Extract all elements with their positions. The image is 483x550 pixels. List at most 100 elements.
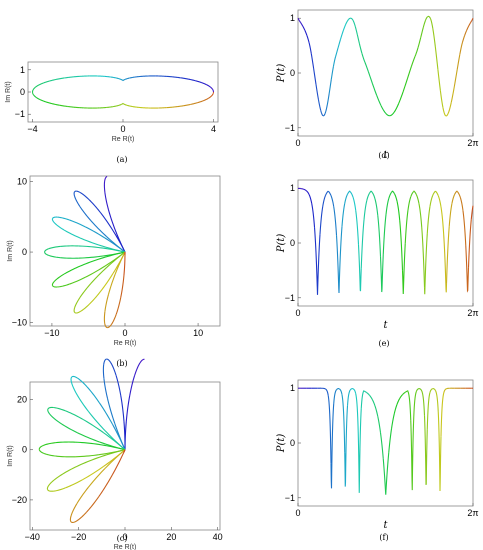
series-line-segment <box>371 192 376 200</box>
series-line-segment <box>379 432 384 459</box>
series-line-segment <box>327 190 332 196</box>
series-line-segment <box>69 515 72 523</box>
series-line-segment <box>421 227 426 288</box>
series-line-segment <box>59 465 78 477</box>
series-line-segment <box>129 76 135 79</box>
series-line-segment <box>371 399 376 407</box>
series-line-segment <box>347 190 351 195</box>
series-line-segment <box>349 388 354 391</box>
series-line-segment <box>104 237 126 253</box>
series-line-segment <box>47 408 51 415</box>
series-line-segment <box>70 503 78 517</box>
series-line-segment <box>72 75 81 78</box>
series-line-segment <box>110 362 117 376</box>
series-line-segment <box>114 251 126 275</box>
series-line-segment <box>57 283 70 288</box>
y-tick-label: 0 <box>290 238 295 248</box>
y-axis-label: Im R(t) <box>5 81 12 102</box>
series-line-segment <box>465 245 470 293</box>
series-line-segment <box>326 93 330 106</box>
series-line-segment <box>360 390 365 409</box>
series-line-segment <box>311 203 316 228</box>
series-line-segment <box>171 76 181 79</box>
series-line-segment <box>393 193 398 202</box>
series-line-segment <box>453 69 458 88</box>
series-line-segment <box>103 378 109 399</box>
series-line-segment <box>305 190 310 195</box>
series-line-segment <box>79 206 92 221</box>
series-line-segment <box>180 77 189 80</box>
series-line-segment <box>324 104 328 114</box>
series-line-segment <box>120 275 125 298</box>
series-line-segment <box>47 489 54 492</box>
y-tick-label: 1 <box>290 13 295 23</box>
x-axis-label: Re R(t) <box>114 544 137 550</box>
series-line-segment <box>55 441 76 444</box>
series-line-segment <box>49 475 61 485</box>
series-line-segment <box>429 195 434 207</box>
series-line-segment <box>35 96 41 101</box>
series-line-segment <box>328 79 332 94</box>
series-line-segment <box>434 390 439 412</box>
series-line-segment <box>437 69 441 91</box>
series-line-segment <box>122 78 126 82</box>
series-line-segment <box>298 20 302 24</box>
series-line-segment <box>125 77 130 80</box>
series-line-segment <box>103 358 107 365</box>
x-tick-label: 10 <box>193 328 203 338</box>
series-line-segment <box>340 30 344 40</box>
series-line-segment <box>319 206 324 235</box>
series-line-segment <box>104 294 109 312</box>
series-line-segment <box>371 83 378 96</box>
series-line-segment <box>336 388 340 391</box>
series-line-segment <box>396 398 401 405</box>
series-line-segment <box>106 398 116 424</box>
series-line-segment <box>385 198 390 215</box>
series-line-segment <box>112 230 126 253</box>
series-line-segment <box>434 46 439 70</box>
series-line-segment <box>435 190 439 196</box>
series-line-segment <box>445 226 450 284</box>
series-line-segment <box>67 105 76 108</box>
panel-caption: (c) <box>117 534 128 543</box>
series-line-segment <box>73 307 76 314</box>
series-line-segment <box>442 107 447 117</box>
y-axis-label: Im R(t) <box>7 445 14 466</box>
plot-frame <box>297 9 474 137</box>
series-line-segment <box>391 190 395 194</box>
series-line-segment <box>363 390 368 394</box>
series-line-segment <box>125 395 131 422</box>
series-line-segment <box>75 454 99 458</box>
series-line-segment <box>106 106 113 108</box>
series-line-segment <box>43 80 50 84</box>
y-tick-label: 1 <box>290 183 295 193</box>
series-line-segment <box>119 78 124 81</box>
series-line-segment <box>364 61 369 72</box>
series-line-segment <box>374 405 379 417</box>
y-tick-label: 0 <box>290 68 295 78</box>
series-line-segment <box>330 195 335 207</box>
series-line-segment <box>105 251 126 269</box>
series-line-segment <box>126 104 132 107</box>
series-line-segment <box>32 92 35 96</box>
series-line-segment <box>443 388 447 394</box>
series-line-segment <box>421 390 426 416</box>
series-line-segment <box>104 449 126 469</box>
series-line-segment <box>210 86 214 90</box>
series-line-segment <box>313 68 317 85</box>
series-line-segment <box>464 29 468 36</box>
series-line-segment <box>382 214 387 255</box>
panel-caption: (f) <box>379 533 388 542</box>
x-tick-label: 0 <box>295 308 300 318</box>
series-line-segment <box>354 26 358 35</box>
series-line-segment <box>76 486 89 505</box>
series-line-segment <box>65 410 84 420</box>
series-line-segment <box>406 66 412 80</box>
series-line-segment <box>439 90 444 108</box>
series-line-segment <box>63 265 81 275</box>
series-line-segment <box>337 39 342 49</box>
x-tick-label: 2π <box>467 138 478 148</box>
series-line-segment <box>426 392 431 430</box>
series-line-segment <box>466 25 470 31</box>
